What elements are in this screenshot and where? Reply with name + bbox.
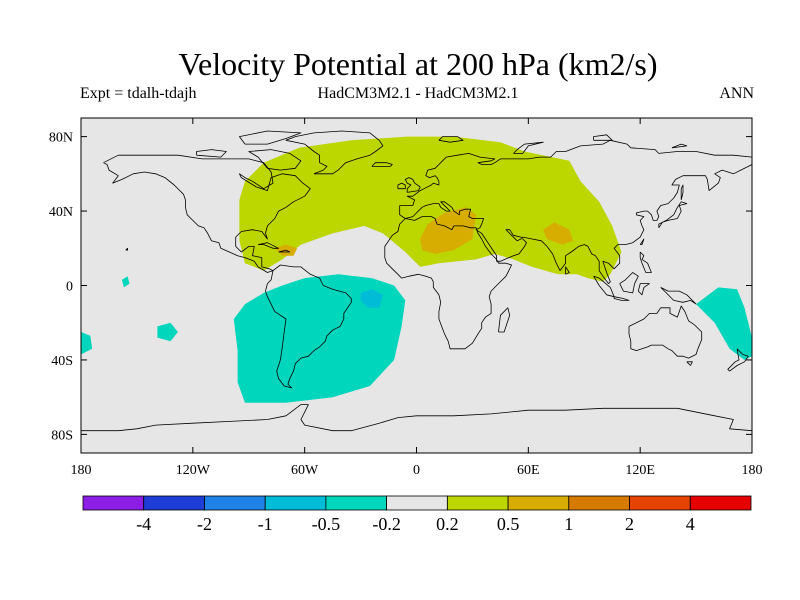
colorbar-label: 0.5	[497, 514, 520, 534]
africa-coastline	[384, 216, 513, 350]
shaded-regions	[81, 136, 752, 403]
sri-lanka-coastline	[565, 266, 570, 275]
x-tick-label: 180	[742, 463, 763, 478]
greenland-coastline	[285, 130, 384, 175]
ellesmere-island-coastline	[238, 130, 302, 145]
cuba-coastline	[258, 242, 280, 249]
colorbar-label: -4	[136, 514, 151, 534]
novaya-zemlya-coastline	[513, 141, 544, 154]
colorbar-swatch	[568, 495, 630, 511]
hispaniola-coastline	[278, 249, 291, 253]
region-negative-southwest-pacific	[696, 287, 752, 360]
ireland-coastline	[397, 182, 406, 190]
y-tick-label: 40N	[49, 205, 73, 220]
region-negative-south-atlantic-core	[360, 289, 383, 308]
region-positive-south-asia-core	[543, 222, 574, 245]
colorbar-swatch	[82, 495, 145, 511]
x-tick-label: 60E	[517, 463, 540, 478]
colorbar-swatch	[446, 495, 509, 511]
colorbar-swatch	[264, 495, 327, 511]
new-guinea-coastline	[660, 287, 697, 305]
iceland-coastline	[371, 162, 393, 167]
borneo-coastline	[619, 272, 639, 294]
colorbar-label: 2	[625, 514, 634, 534]
hawaii-coastline	[125, 247, 128, 251]
colorbar: -4 -2 -1 -0.5 -0.2 0.2 0.5 1 2 4	[82, 495, 752, 534]
antarctica-coastline	[81, 404, 752, 432]
x-tick-label: 120E	[625, 463, 655, 478]
severnaya-zemlya-coastline	[593, 134, 613, 141]
new-siberian-islands-coastline	[671, 143, 688, 149]
colorbar-label: -0.5	[312, 514, 341, 534]
victoria-island-coastline	[196, 149, 227, 158]
colorbar-label: -1	[258, 514, 273, 534]
south-america-coastline	[265, 264, 352, 389]
madagascar-coastline	[498, 307, 511, 333]
colorbar-swatch	[386, 495, 448, 511]
x-tick-label: 120W	[176, 463, 211, 478]
baffin-island-coastline	[248, 149, 302, 171]
colorbar-swatch	[143, 495, 205, 511]
region-positive-north-africa-core	[420, 207, 477, 254]
region-negative-central-pacific-blob	[157, 322, 178, 342]
y-tick-label: 80N	[49, 131, 73, 146]
map-axes: 180 120W 60W 0 60E 120E 180 80N 40N 0 40S 80S	[49, 118, 763, 478]
colorbar-label: 4	[686, 514, 695, 534]
region-positive-north-atlantic-eurasia	[239, 136, 622, 282]
y-tick-label: 40S	[51, 354, 73, 369]
coastlines	[81, 130, 752, 432]
tasmania-coastline	[686, 361, 693, 366]
region-negative-hawaii-blob	[122, 276, 130, 288]
great-britain-coastline	[404, 177, 421, 193]
region-negative-date-line-blob	[81, 332, 93, 355]
new-zealand-coastline	[727, 348, 749, 372]
north-america-coastline	[103, 154, 311, 273]
experiment-label: Expt = tdalh-tdajh	[80, 85, 197, 102]
colorbar-label: 0.2	[436, 514, 459, 534]
figure-title: Velocity Potential at 200 hPa (km2/s)	[178, 46, 658, 82]
colorbar-swatch	[325, 495, 387, 511]
java-coastline	[613, 296, 630, 301]
taiwan-coastline	[639, 238, 645, 246]
y-tick-label: 80S	[51, 428, 73, 443]
australia-coastline	[628, 305, 703, 359]
sulawesi-coastline	[637, 283, 650, 296]
colorbar-swatch	[629, 495, 691, 511]
colorbar-label: 1	[564, 514, 573, 534]
sakhalin-coastline	[680, 184, 684, 200]
japan-coastline	[658, 201, 688, 229]
svalbard-coastline	[438, 136, 464, 143]
philippines-coastline	[639, 251, 652, 273]
x-tick-label: 180	[71, 463, 92, 478]
colorbar-swatch	[204, 495, 266, 511]
colorbar-swatch	[689, 495, 752, 511]
colorbar-label: -0.2	[372, 514, 401, 534]
eurasia-coastline	[399, 139, 752, 285]
model-comparison-label: HadCM3M2.1 - HadCM3M2.1	[317, 85, 519, 102]
season-label: ANN	[719, 85, 754, 102]
colorbar-label: -2	[197, 514, 212, 534]
y-tick-label: 0	[66, 280, 73, 295]
colorbar-swatch	[507, 495, 570, 511]
x-tick-label: 0	[413, 463, 420, 478]
x-tick-label: 60W	[291, 463, 319, 478]
